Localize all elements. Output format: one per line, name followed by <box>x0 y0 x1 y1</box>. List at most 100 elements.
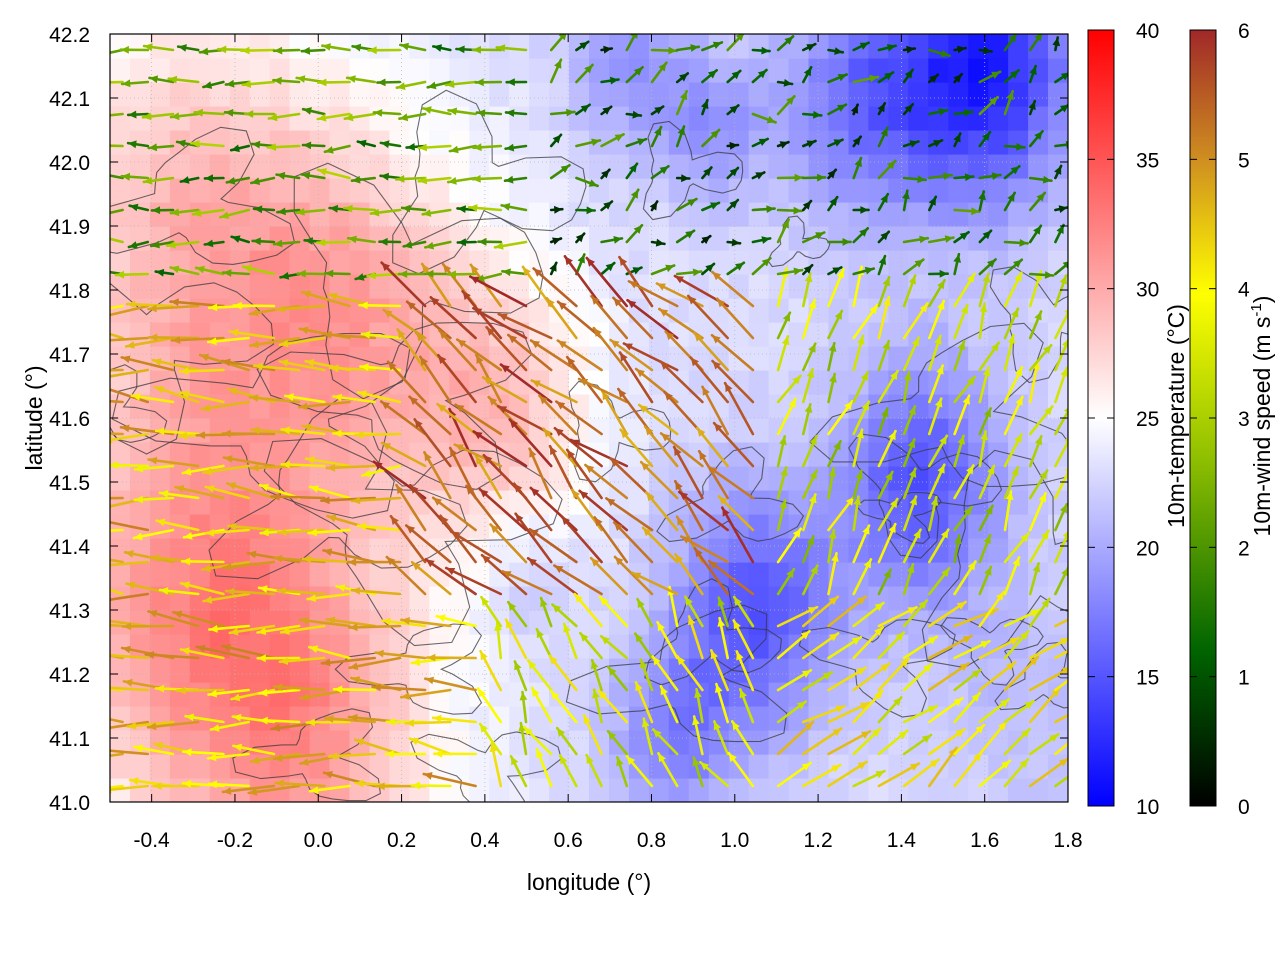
wind-vector <box>342 204 377 213</box>
heatmap-cell <box>469 754 490 779</box>
wind-vector <box>675 654 704 692</box>
wind-vector <box>641 717 654 756</box>
wind-vector <box>852 334 865 372</box>
heatmap-cell <box>808 514 830 539</box>
wind-vector <box>1003 307 1020 340</box>
heatmap-cell <box>868 706 889 731</box>
heatmap-cell <box>549 34 570 59</box>
heatmap-cell <box>728 586 750 611</box>
heatmap-cell <box>908 298 929 323</box>
heatmap-cell <box>110 226 131 251</box>
wind-vector <box>801 272 813 308</box>
wind-vector <box>545 296 578 340</box>
wind-vector <box>877 497 899 532</box>
heatmap-cell <box>808 754 830 779</box>
wind-vector <box>110 237 124 244</box>
wind-vector <box>1003 191 1017 212</box>
heatmap-cell <box>688 202 710 227</box>
wind-vector <box>701 98 709 116</box>
heatmap-cell <box>369 34 391 59</box>
wind-vector <box>650 105 665 116</box>
heatmap-cell <box>1028 298 1049 323</box>
heatmap-cell <box>868 562 889 587</box>
wind-vector <box>801 139 817 148</box>
wind-vector <box>801 632 840 660</box>
heatmap-cell <box>888 226 909 251</box>
wind-vector <box>315 238 351 247</box>
wind-vector <box>877 605 918 628</box>
y-tick-label: 41.4 <box>49 536 90 559</box>
wind-vector <box>307 528 351 537</box>
wind-vector <box>126 110 150 119</box>
wind-vector <box>267 112 301 122</box>
wind-vector <box>927 235 955 244</box>
wind-vector <box>295 208 326 216</box>
heatmap-cell <box>688 58 710 83</box>
heatmap-cell <box>948 778 969 802</box>
wind-vector <box>827 760 868 788</box>
wind-vector <box>120 79 150 88</box>
heatmap-cell <box>269 538 291 563</box>
wind-vector <box>1054 274 1068 308</box>
heatmap-cell <box>868 586 889 611</box>
wind-vector <box>147 304 200 313</box>
heatmap-cell <box>688 298 710 323</box>
wind-vector <box>801 367 815 404</box>
heatmap-cell <box>728 442 750 467</box>
wind-vector <box>801 469 818 500</box>
wind-vector <box>481 376 528 404</box>
heatmap-cell <box>349 442 371 467</box>
heatmap-cell <box>169 154 191 179</box>
wind-vector <box>221 429 276 438</box>
heatmap-cell <box>808 34 830 59</box>
heatmap-cell <box>1048 706 1068 731</box>
wind-label-main: 10m-wind speed (m s <box>1249 317 1275 537</box>
wind-vector <box>625 137 648 148</box>
heatmap-cell <box>209 106 231 131</box>
heatmap-cell <box>369 442 391 467</box>
wind-vector <box>179 647 225 660</box>
heatmap-cell <box>1028 658 1049 683</box>
heatmap-cell <box>229 34 251 59</box>
wind-vector <box>395 483 427 532</box>
x-tick-label: 1.0 <box>720 829 749 852</box>
wind-vector <box>827 266 843 276</box>
wind-vector <box>726 34 745 52</box>
heatmap-cell <box>149 34 171 59</box>
heatmap-cell <box>708 538 730 563</box>
heatmap-cell <box>249 346 271 371</box>
wind-vector <box>1054 223 1065 244</box>
wind-vector <box>306 592 351 602</box>
wind-vector <box>404 524 452 564</box>
heatmap-cell <box>908 82 929 107</box>
wind-vector <box>673 479 704 532</box>
wind-vector <box>575 206 597 215</box>
wind-vector <box>229 144 250 153</box>
wind-vector <box>400 617 452 628</box>
heatmap-cell <box>848 682 870 707</box>
wind-vector <box>323 714 377 724</box>
heatmap-cell <box>429 610 450 635</box>
wind-vector <box>253 362 301 372</box>
wind-vector <box>978 229 993 244</box>
heatmap-cell <box>549 562 570 587</box>
wind-vector <box>877 339 891 372</box>
wind-vector <box>528 447 553 500</box>
heatmap-cell <box>908 202 929 227</box>
heatmap-cell <box>149 154 171 179</box>
wind-vector <box>852 689 884 724</box>
wind-vector <box>110 784 124 789</box>
heatmap-cell <box>409 514 430 539</box>
heatmap-cell <box>808 202 830 227</box>
wind-vector <box>852 524 871 564</box>
heatmap-cell <box>269 442 291 467</box>
wind-vector <box>776 35 795 52</box>
wind-vector <box>827 267 845 308</box>
heatmap-cell <box>748 202 770 227</box>
wind-vector <box>852 266 876 276</box>
wind-vector <box>650 264 676 276</box>
heatmap-cell <box>988 370 1009 395</box>
wind-vector <box>130 393 175 404</box>
wind-vector <box>751 236 772 244</box>
wind-vector <box>110 112 124 117</box>
